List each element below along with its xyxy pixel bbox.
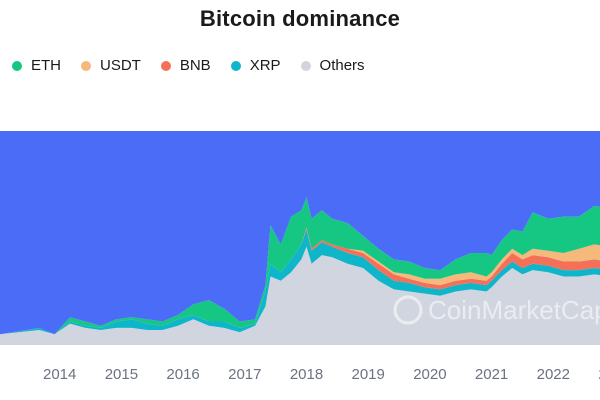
watermark-text: CoinMarketCap [428,295,600,325]
series-area-bnb [0,227,600,335]
x-tick-label-2015: 2015 [105,366,138,383]
legend-swatch-bnb [160,60,171,71]
x-tick-label-2023: 2023 [598,366,600,383]
watermark-logo-mark [393,295,423,325]
chart-legend: ETH USDT BNB XRP Others [12,57,385,74]
legend-label-bnb: BNB [179,57,211,74]
x-tick-label-2014: 2014 [43,366,76,383]
watermark-logo: CoinMarketCap [393,295,600,325]
legend-label-others: Others [319,57,365,74]
chart-title: Bitcoin dominance [199,6,401,31]
legend-label-xrp: XRP [249,57,281,74]
legend-label-eth: ETH [31,57,61,74]
x-tick-label-2016: 2016 [166,366,199,383]
legend-swatch-xrp [230,60,241,71]
series-area-eth [0,197,600,335]
x-tick-label-2021: 2021 [475,366,508,383]
legend-item-eth[interactable]: ETH [12,57,61,74]
series-area-btc [0,131,600,335]
legend-item-bnb[interactable]: BNB [160,57,211,74]
legend-item-usdt[interactable]: USDT [81,57,141,74]
x-tick-label-2020: 2020 [413,366,446,383]
legend-item-others[interactable]: Others [300,57,365,74]
x-tick-label-2022: 2022 [537,366,570,383]
x-tick-label-2018: 2018 [290,366,323,383]
area-layers [0,131,600,345]
legend-swatch-usdt [81,60,91,71]
legend-swatch-others [300,60,311,71]
series-area-xrp [0,229,600,335]
legend-item-xrp[interactable]: XRP [230,57,281,74]
legend-label-usdt: USDT [100,57,141,74]
x-tick-label-2019: 2019 [352,366,385,383]
x-tick-label-2017: 2017 [228,366,261,383]
series-area-others [0,246,600,345]
legend-swatch-eth [12,60,22,71]
